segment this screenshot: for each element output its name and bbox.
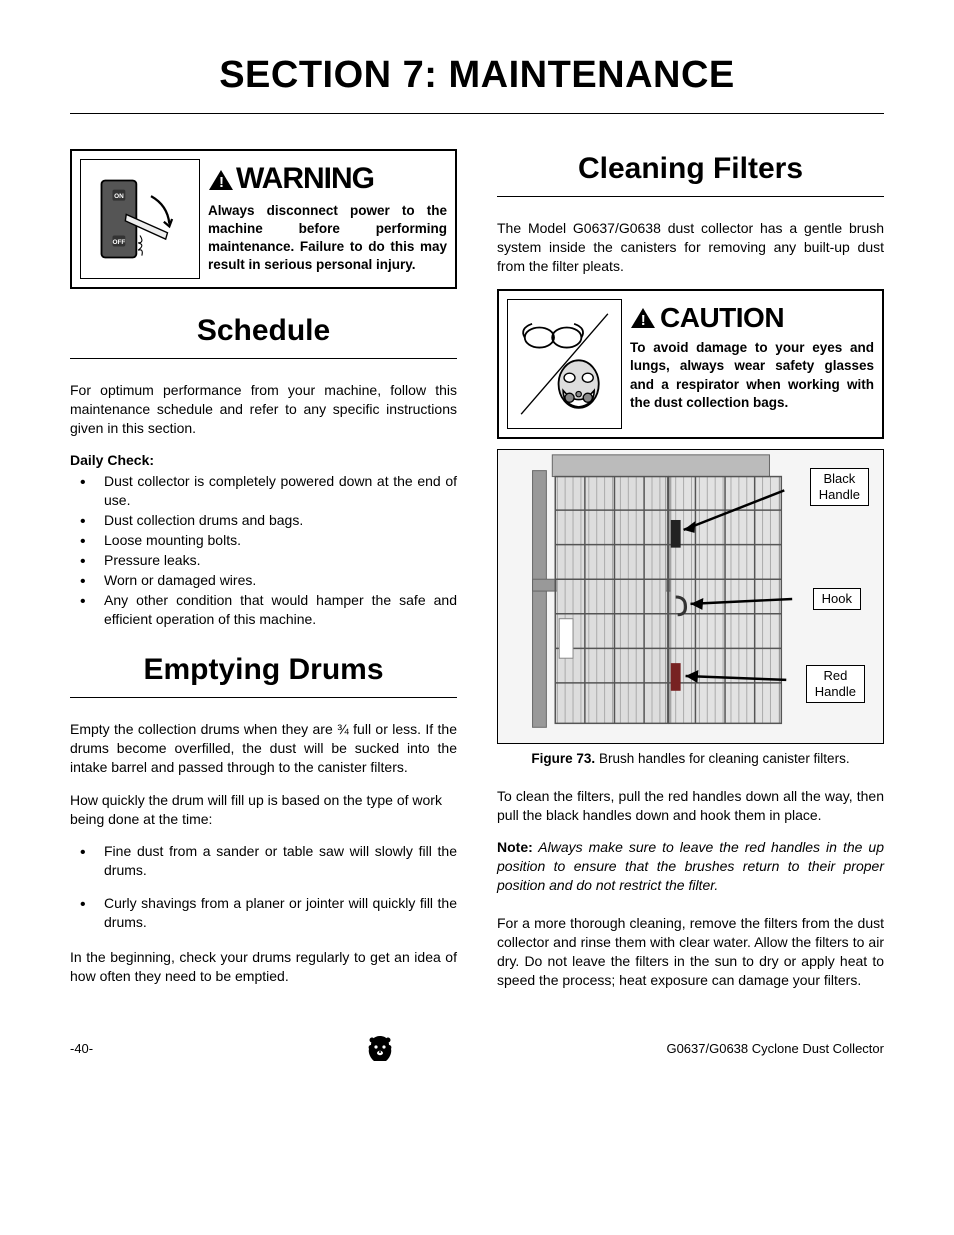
warning-label: ! WARNING	[208, 159, 447, 200]
cleaning-intro: The Model G0637/G0638 dust collector has…	[497, 219, 884, 276]
svg-text:!: !	[219, 174, 223, 191]
power-switch-icon: ON OFF	[80, 159, 200, 279]
fig-label-black-handle: BlackHandle	[810, 468, 869, 505]
list-item: Pressure leaks.	[70, 551, 457, 570]
left-column: ON OFF ! WARNING Always disconnect power	[70, 149, 457, 1003]
svg-text:OFF: OFF	[113, 239, 126, 246]
cleaning-heading: Cleaning Filters	[497, 149, 884, 197]
caution-body: To avoid damage to your eyes and lungs, …	[630, 339, 874, 412]
list-item: Dust collection drums and bags.	[70, 511, 457, 530]
schedule-intro: For optimum performance from your machin…	[70, 381, 457, 438]
ppe-icon	[507, 299, 622, 429]
fig-label-red-handle: RedHandle	[806, 665, 865, 702]
emptying-list: Fine dust from a sander or table saw wil…	[70, 842, 457, 932]
list-item: Loose mounting bolts.	[70, 531, 457, 550]
warning-box: ON OFF ! WARNING Always disconnect power	[70, 149, 457, 289]
bear-logo-icon	[360, 1034, 400, 1064]
figure-73: BlackHandle Hook RedHandle	[497, 449, 884, 744]
cleaning-p1: To clean the filters, pull the red handl…	[497, 787, 884, 825]
warning-body: Always disconnect power to the machine b…	[208, 202, 447, 275]
cleaning-p2: For a more thorough cleaning, remove the…	[497, 914, 884, 990]
fig-label-hook: Hook	[813, 588, 861, 610]
list-item: Any other condition that would hamper th…	[70, 591, 457, 629]
right-column: Cleaning Filters The Model G0637/G0638 d…	[497, 149, 884, 1003]
alert-triangle-icon: !	[630, 307, 656, 329]
svg-text:!: !	[641, 312, 646, 329]
emptying-p3: In the beginning, check your drums regul…	[70, 948, 457, 986]
alert-triangle-icon: !	[208, 169, 234, 191]
list-item: Curly shavings from a planer or jointer …	[70, 894, 457, 932]
emptying-heading: Emptying Drums	[70, 650, 457, 698]
cleaning-note: Note: Always make sure to leave the red …	[497, 838, 884, 895]
section-title: SECTION 7: MAINTENANCE	[70, 50, 884, 114]
page-number: -40-	[70, 1040, 93, 1058]
figure-caption: Figure 73. Brush handles for cleaning ca…	[497, 750, 884, 768]
daily-check-label: Daily Check:	[70, 451, 457, 470]
page-footer: -40- G0637/G0638 Cyclone Dust Collector	[70, 1034, 884, 1064]
doc-title: G0637/G0638 Cyclone Dust Collector	[666, 1040, 884, 1058]
daily-check-list: Dust collector is completely powered dow…	[70, 472, 457, 628]
list-item: Dust collector is completely powered dow…	[70, 472, 457, 510]
list-item: Worn or damaged wires.	[70, 571, 457, 590]
emptying-p2: How quickly the drum will fill up is bas…	[70, 791, 457, 829]
emptying-p1: Empty the collection drums when they are…	[70, 720, 457, 777]
content-columns: ON OFF ! WARNING Always disconnect power	[70, 149, 884, 1003]
list-item: Fine dust from a sander or table saw wil…	[70, 842, 457, 880]
caution-label: ! CAUTION	[630, 299, 874, 337]
caution-box: ! CAUTION To avoid damage to your eyes a…	[497, 289, 884, 439]
schedule-heading: Schedule	[70, 311, 457, 359]
svg-text:ON: ON	[114, 193, 124, 200]
